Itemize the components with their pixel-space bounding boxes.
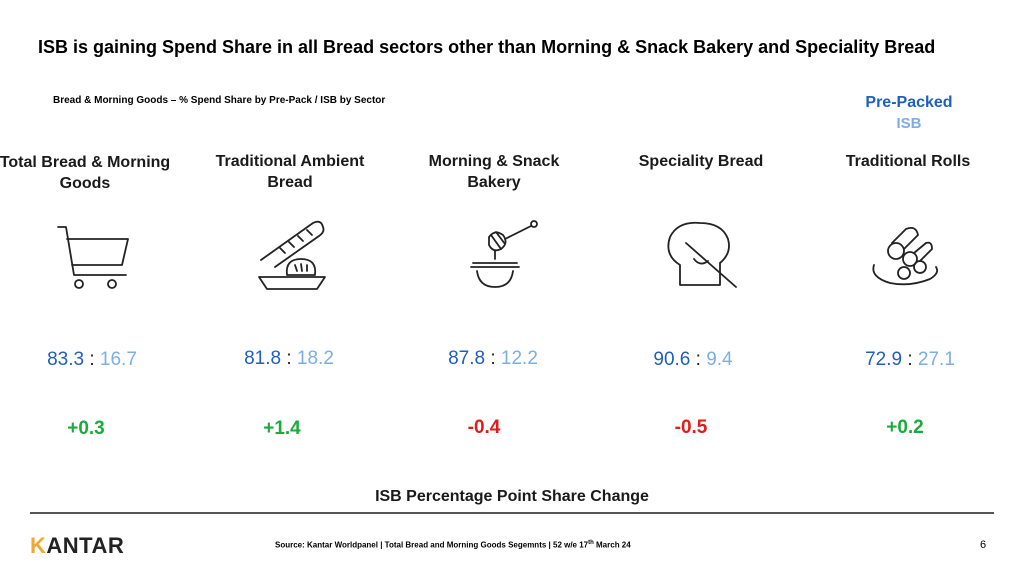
legend-prepacked: Pre-Packed <box>865 94 953 111</box>
prepacked-share: 83.3 <box>47 349 85 370</box>
prepacked-share: 90.6 <box>653 349 691 370</box>
sector-header-speciality: Speciality Bread <box>638 153 764 170</box>
sector-header-total: Total Bread & Morning Goods <box>0 154 171 192</box>
bread-loaf-icon <box>245 215 335 295</box>
kantar-logo: KANTAR <box>30 533 125 558</box>
share-speciality: 90.6 : 9.4 <box>603 349 783 371</box>
isb-share: 27.1 <box>917 349 955 370</box>
share-separator: : <box>490 348 496 369</box>
share-total: 83.3 : 16.7 <box>2 349 182 371</box>
legend-isb: ISB <box>896 115 922 132</box>
isb-share: 9.4 <box>706 349 733 370</box>
bread-slice-icon <box>656 215 746 295</box>
change-rolls: +0.2 <box>886 417 924 438</box>
share-morning: 87.8 : 12.2 <box>403 348 583 370</box>
page-number: 6 <box>980 539 987 551</box>
change-total: +0.3 <box>67 418 105 439</box>
slide-title: ISB is gaining Spend Share in all Bread … <box>38 37 936 57</box>
prepacked-share: 72.9 <box>865 349 903 370</box>
honey-dipper-icon <box>449 215 539 295</box>
isb-share: 16.7 <box>99 349 137 370</box>
share-ambient: 81.8 : 18.2 <box>199 348 379 370</box>
share-separator: : <box>286 348 292 369</box>
sector-header-rolls: Traditional Rolls <box>845 153 971 170</box>
prepacked-share: 87.8 <box>448 348 486 369</box>
share-rolls: 72.9 : 27.1 <box>820 349 1000 371</box>
change-speciality: -0.5 <box>674 417 708 438</box>
change-label: ISB Percentage Point Share Change <box>375 488 649 505</box>
share-separator: : <box>695 349 701 370</box>
share-separator: : <box>89 349 95 370</box>
slide-subtitle: Bread & Morning Goods – % Spend Share by… <box>53 95 386 106</box>
rolls-plate-icon <box>860 215 950 295</box>
sector-header-ambient: Traditional Ambient Bread <box>215 153 365 191</box>
sector-header-morning: Morning & Snack Bakery <box>428 153 560 191</box>
change-ambient: +1.4 <box>263 418 301 439</box>
divider <box>30 512 994 514</box>
source-note: Source: Kantar Worldpanel | Total Bread … <box>275 540 631 550</box>
isb-share: 12.2 <box>500 348 538 369</box>
share-separator: : <box>907 349 913 370</box>
isb-share: 18.2 <box>296 348 334 369</box>
change-morning: -0.4 <box>467 417 501 438</box>
shopping-cart-icon <box>52 215 142 295</box>
prepacked-share: 81.8 <box>244 348 282 369</box>
